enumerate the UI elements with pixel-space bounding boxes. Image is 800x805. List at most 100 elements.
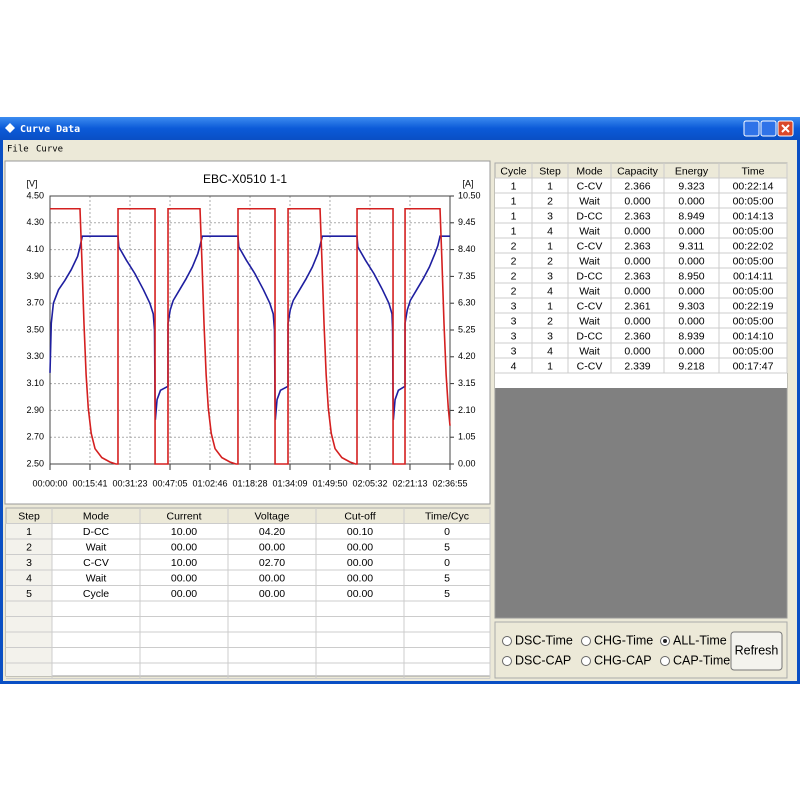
table-cell: 9.218 [678, 360, 704, 372]
data-line [50, 207, 451, 465]
column-header: Time [742, 165, 765, 177]
table-cell: C-CV [577, 300, 603, 312]
table-cell: 00:14:10 [733, 330, 774, 342]
table-cell: 04.20 [259, 526, 285, 538]
radio-label[interactable]: CHG-Time [594, 633, 653, 647]
table-cell: 00.00 [171, 542, 197, 554]
table-cell: 2 [511, 285, 517, 297]
radio-label[interactable]: CHG-CAP [594, 653, 652, 667]
radio-dot [663, 639, 667, 643]
y2-axis-label: [A] [462, 178, 473, 188]
y-tick-label: 3.10 [26, 378, 44, 388]
table-cell: 0.000 [624, 255, 650, 267]
table-cell: 00:05:00 [733, 285, 774, 297]
radio-button[interactable] [581, 656, 591, 666]
maximize-button[interactable] [760, 120, 777, 137]
table-cell: 00.00 [171, 573, 197, 585]
table-cell: 1 [511, 225, 517, 237]
table-cell: 2 [547, 315, 553, 327]
table-cell: 2.363 [624, 210, 650, 222]
y-tick-label: 4.50 [26, 190, 44, 200]
menu-item[interactable]: File [7, 145, 29, 155]
table-cell: Wait [579, 315, 600, 327]
y-tick-label: 4.30 [26, 217, 44, 227]
x-tick-label: 02:05:32 [352, 478, 387, 488]
table-cell: 3 [511, 330, 517, 342]
table-cell: Wait [579, 195, 600, 207]
y-tick-label: 3.50 [26, 324, 44, 334]
x-tick-label: 01:34:09 [272, 478, 307, 488]
table-cell: 0.000 [678, 285, 704, 297]
radio-button[interactable] [502, 636, 512, 646]
table-cell: 9.323 [678, 180, 704, 192]
table-cell: C-CV [83, 557, 109, 569]
radio-label[interactable]: ALL-Time [673, 633, 727, 647]
table-cell: 4 [547, 285, 553, 297]
table-cell: Cycle [83, 588, 109, 600]
table-cell: 3 [511, 345, 517, 357]
x-tick-label: 00:00:00 [32, 478, 67, 488]
table-cell: 4 [547, 225, 553, 237]
y-tick-label: 3.30 [26, 351, 44, 361]
radio-label[interactable]: CAP-Time [673, 653, 730, 667]
table-cell: 8.950 [678, 270, 704, 282]
table-cell: 0.000 [624, 345, 650, 357]
y-tick-label: 2.50 [26, 458, 44, 468]
menu-item[interactable]: Curve [36, 145, 63, 155]
table-cell: 4 [547, 345, 553, 357]
column-header: Capacity [617, 165, 659, 177]
table-cell: 00:05:00 [733, 345, 774, 357]
table-cell: 0.000 [678, 225, 704, 237]
refresh-button-label: Refresh [735, 643, 779, 657]
window-title: Curve Data [20, 124, 80, 135]
column-header: Current [166, 511, 201, 523]
table-cell: 9.311 [679, 240, 705, 252]
y2-tick-label: 8.40 [458, 244, 476, 254]
table-cell: 3 [26, 557, 32, 569]
radio-label[interactable]: DSC-Time [515, 633, 573, 647]
y2-tick-label: 9.45 [458, 217, 476, 227]
radio-button[interactable] [502, 656, 512, 666]
table-cell: Wait [579, 345, 600, 357]
table-cell: 00:05:00 [733, 195, 774, 207]
chart-title: EBC-X0510 1-1 [203, 172, 287, 186]
table-cell: 2 [547, 195, 553, 207]
table-cell: 3 [511, 300, 517, 312]
table-cell: Wait [86, 542, 107, 554]
table-cell: 5 [444, 588, 450, 600]
table-cell: Wait [579, 225, 600, 237]
x-tick-label: 02:21:13 [392, 478, 427, 488]
minimize-button[interactable] [743, 120, 760, 137]
y2-tick-label: 1.05 [458, 432, 476, 442]
x-tick-label: 00:47:05 [152, 478, 187, 488]
table-cell: 5 [444, 542, 450, 554]
y2-tick-label: 4.20 [458, 351, 476, 361]
column-header: Mode [576, 165, 602, 177]
table-cell: 1 [547, 300, 553, 312]
refresh-button[interactable] [730, 631, 783, 671]
table-cell: D-CC [83, 526, 110, 538]
table-cell: 00:05:00 [733, 255, 774, 267]
x-tick-label: 01:49:50 [312, 478, 347, 488]
table-cell: 00:05:00 [733, 315, 774, 327]
radio-button[interactable] [581, 636, 591, 646]
close-icon [781, 124, 790, 133]
radio-label[interactable]: DSC-CAP [515, 653, 571, 667]
table-cell: 2 [26, 542, 32, 554]
table-cell: 1 [26, 526, 32, 538]
y2-tick-label: 3.15 [458, 378, 476, 388]
steps-table-panel [5, 507, 491, 677]
table-cell: Wait [579, 255, 600, 267]
table-cell: 5 [444, 573, 450, 585]
table-cell: Wait [579, 285, 600, 297]
table-cell: 00.00 [347, 557, 373, 569]
table-cell: 00:05:00 [733, 225, 774, 237]
y2-tick-label: 2.10 [458, 405, 476, 415]
table-cell: 1 [511, 210, 517, 222]
table-cell: C-CV [577, 240, 603, 252]
column-header: Energy [675, 165, 709, 177]
table-cell: 8.949 [678, 210, 704, 222]
table-cell: 3 [547, 270, 553, 282]
radio-button[interactable] [660, 656, 670, 666]
table-cell: D-CC [576, 270, 603, 282]
